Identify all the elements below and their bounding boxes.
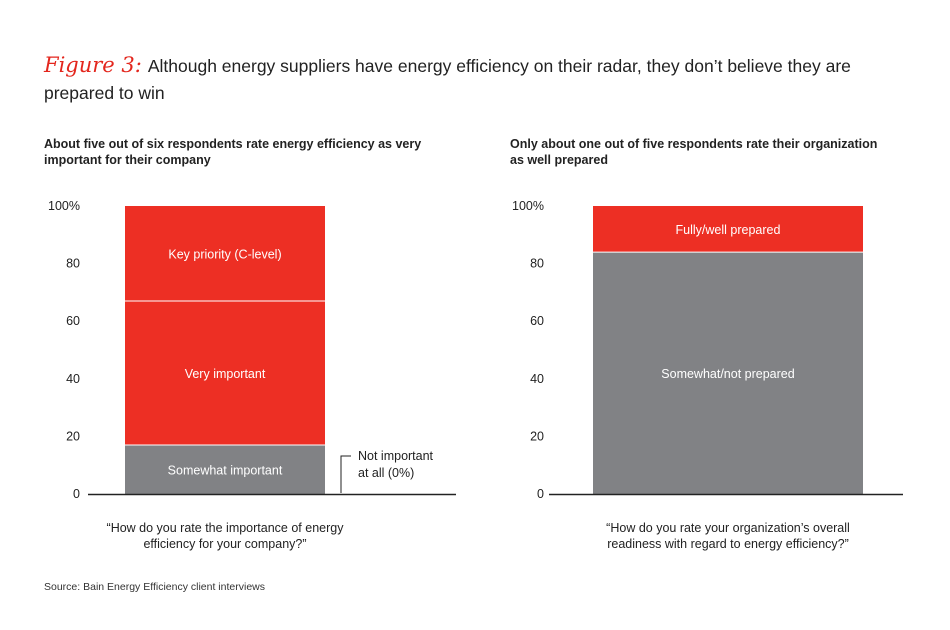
annotation-line: at all (0%) bbox=[358, 466, 414, 480]
figure-title: Figure 3: Although energy suppliers have … bbox=[44, 52, 904, 107]
right-chart-title: Only about one out of five respondents r… bbox=[510, 137, 878, 167]
y-tick-label: 0 bbox=[537, 487, 544, 501]
bar-segment bbox=[125, 206, 325, 302]
annotation-line: Not important bbox=[358, 449, 434, 463]
segment-label: Very important bbox=[185, 367, 266, 381]
y-tick-label: 100% bbox=[512, 199, 544, 213]
left-chart-question: “How do you rate the importance of energ… bbox=[106, 521, 344, 551]
source-note: Source: Bain Energy Efficiency client in… bbox=[44, 581, 265, 593]
annotation-label: Not important at all (0%) bbox=[358, 449, 434, 480]
y-tick-label: 40 bbox=[530, 372, 544, 386]
bar-segment bbox=[593, 252, 863, 494]
y-tick-label: 0 bbox=[73, 487, 80, 501]
annotation-leader-line bbox=[340, 455, 351, 493]
y-tick-label: 40 bbox=[66, 372, 80, 386]
y-tick-label: 80 bbox=[530, 257, 544, 271]
y-tick-label: 60 bbox=[530, 314, 544, 328]
segment-label: Fully/well prepared bbox=[676, 223, 781, 237]
not-important-annotation: Not important at all (0%) bbox=[340, 449, 434, 493]
segment-label: Somewhat important bbox=[168, 464, 283, 478]
bar-segment bbox=[125, 445, 325, 494]
right-chart-question: “How do you rate your organization’s ove… bbox=[606, 521, 850, 551]
y-tick-label: 20 bbox=[530, 429, 544, 443]
y-tick-label: 60 bbox=[66, 314, 80, 328]
y-tick-label: 80 bbox=[66, 257, 80, 271]
segment-label: Somewhat/not prepared bbox=[661, 367, 794, 381]
right-chart: 0 20 40 60 80 100% Somewhat/not prepared Fully/… bbox=[512, 199, 903, 501]
y-tick-label: 20 bbox=[66, 429, 80, 443]
segment-label: Key priority (C-level) bbox=[168, 248, 281, 262]
figure-label: Figure 3: bbox=[44, 53, 142, 77]
y-tick-label: 100% bbox=[48, 199, 80, 213]
left-chart: 0 20 40 60 80 100% Somewhat important Very impo… bbox=[48, 199, 456, 501]
left-chart-title: About five out of six respondents rate e… bbox=[44, 137, 422, 167]
bar-segment bbox=[593, 206, 863, 253]
bar-segment bbox=[125, 301, 325, 446]
figure-title-text: Although energy suppliers have energy ef… bbox=[44, 56, 851, 103]
